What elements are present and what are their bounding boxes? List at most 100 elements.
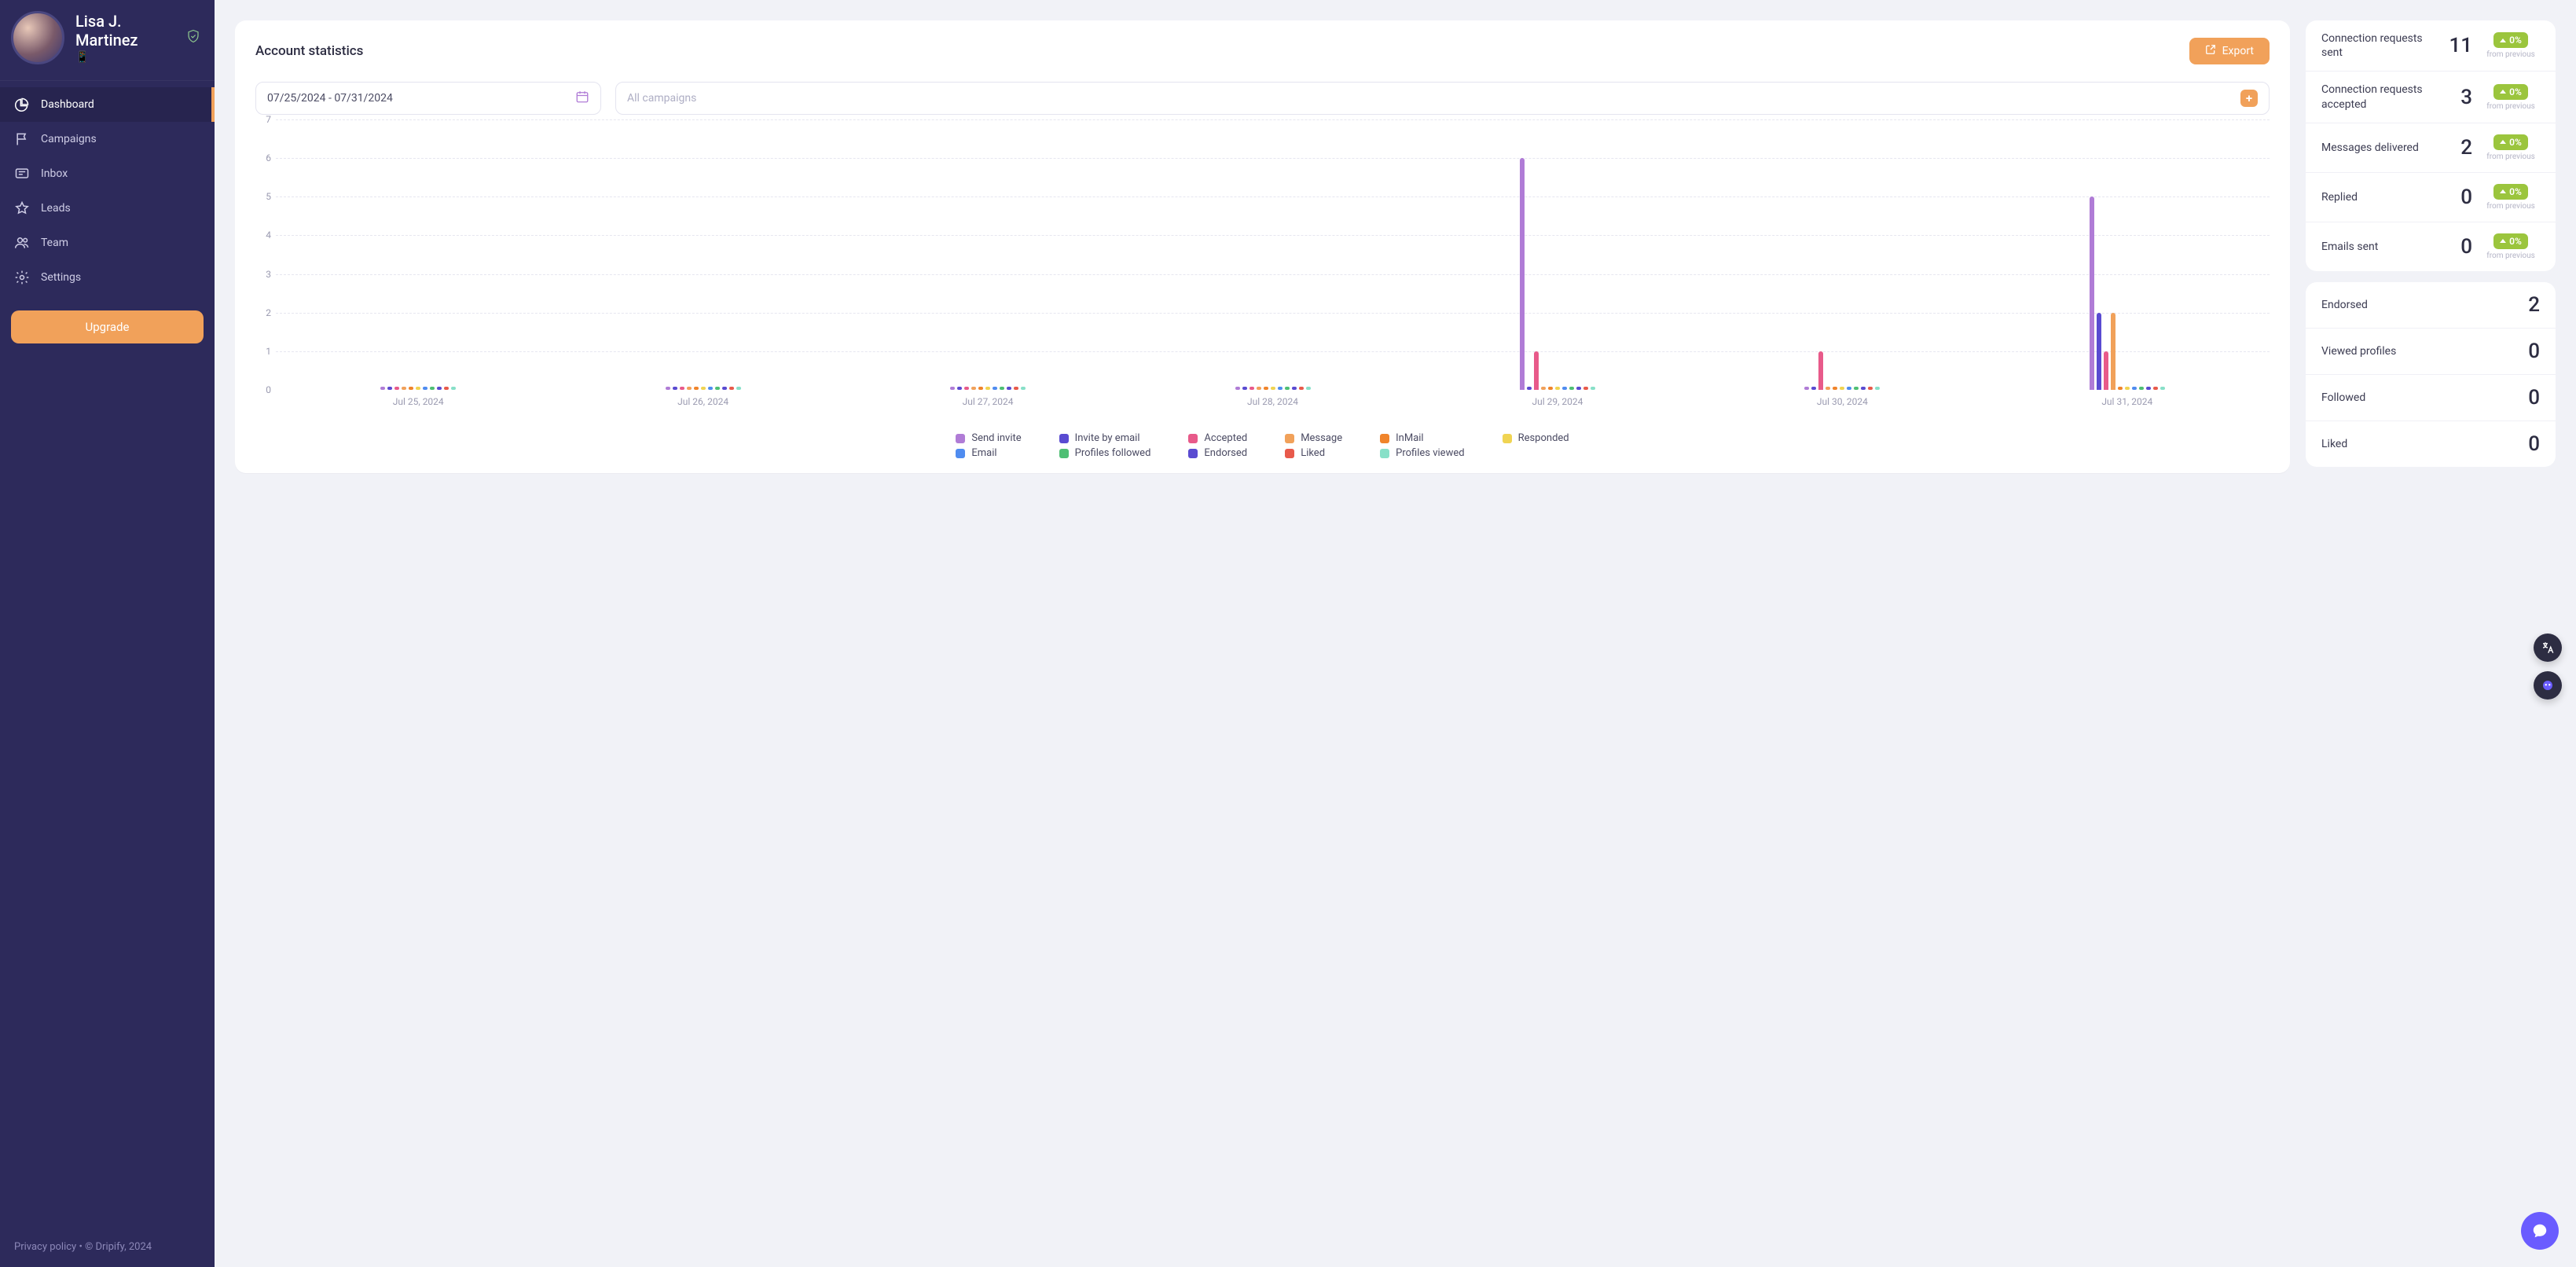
sidebar-item-team[interactable]: Team: [0, 226, 215, 260]
legend-swatch: [1188, 449, 1198, 458]
stat-row: Messages delivered20%from previous: [2306, 123, 2556, 173]
legend-swatch: [1285, 449, 1294, 458]
export-icon: [2205, 44, 2216, 58]
stat-value: 2: [2518, 293, 2540, 317]
sidebar-item-campaigns[interactable]: Campaigns: [0, 122, 215, 156]
add-campaign-icon[interactable]: +: [2240, 90, 2258, 107]
bar-stub: [701, 387, 706, 390]
bar-stub: [2125, 387, 2130, 390]
bar-stub: [1299, 387, 1304, 390]
legend-label: Liked: [1301, 447, 1325, 459]
legend-item-email[interactable]: Email: [956, 447, 1021, 459]
up-arrow-icon: [2500, 140, 2506, 144]
chart-area: 01234567 Jul 25, 2024Jul 26, 2024Jul 27,…: [255, 119, 2270, 418]
bar-invite_by_email: [2097, 313, 2101, 390]
legend-item-liked[interactable]: Liked: [1285, 447, 1342, 459]
bar-stub: [708, 387, 713, 390]
date-range-picker[interactable]: 07/25/2024 - 07/31/2024: [255, 82, 601, 115]
bar-stub: [2139, 387, 2144, 390]
bar-stub: [451, 387, 456, 390]
stat-label: Viewed profiles: [2321, 344, 2508, 358]
message-icon: [14, 166, 30, 182]
up-arrow-icon: [2500, 39, 2506, 42]
y-tick-label: 0: [266, 384, 271, 395]
sidebar-item-inbox[interactable]: Inbox: [0, 156, 215, 191]
sidebar-item-dashboard[interactable]: Dashboard: [0, 87, 215, 122]
sidebar-item-settings[interactable]: Settings: [0, 260, 215, 295]
chart-legend: Send invite Invite by email Accepted Messag…: [255, 432, 2270, 459]
bar-stub: [978, 387, 983, 390]
x-tick-label: Jul 31, 2024: [2101, 396, 2152, 407]
bar-stub: [1826, 387, 1830, 390]
chat-fab[interactable]: [2521, 1212, 2559, 1250]
y-tick-label: 4: [266, 230, 271, 241]
legend-label: Send invite: [971, 432, 1021, 444]
sidebar-item-leads[interactable]: Leads: [0, 191, 215, 226]
bot-fab[interactable]: [2534, 671, 2562, 700]
stat-value: 3: [2450, 86, 2472, 109]
bar-stub: [715, 387, 720, 390]
stat-delta-pill: 0%: [2493, 233, 2528, 249]
legend-item-endorsed[interactable]: Endorsed: [1188, 447, 1247, 459]
shield-icon: [186, 29, 200, 46]
stat-value: 0: [2518, 340, 2540, 363]
stat-label: Connection requests accepted: [2321, 83, 2441, 111]
legend-swatch: [956, 434, 965, 443]
sidebar-footer: Privacy policy • © Dripify, 2024: [0, 1227, 215, 1267]
bar-stub: [1854, 387, 1859, 390]
bar-stub: [394, 387, 399, 390]
export-button[interactable]: Export: [2189, 38, 2270, 64]
legend-item-message[interactable]: Message: [1285, 432, 1342, 444]
avatar[interactable]: [11, 11, 64, 64]
up-arrow-icon: [2500, 189, 2506, 193]
stat-prev-text: from previous: [2482, 152, 2540, 161]
bar-stub: [2132, 387, 2137, 390]
stat-delta-pill: 0%: [2493, 184, 2528, 200]
sidebar-nav: DashboardCampaignsInboxLeadsTeamSettings: [0, 87, 215, 295]
bar-stub: [736, 387, 741, 390]
upgrade-button[interactable]: Upgrade: [11, 310, 204, 343]
legend-item-send_invite[interactable]: Send invite: [956, 432, 1021, 444]
bar-stub: [993, 387, 997, 390]
legend-item-invite_by_email[interactable]: Invite by email: [1059, 432, 1151, 444]
chart-title: Account statistics: [255, 43, 363, 59]
bar-stub: [1555, 387, 1560, 390]
privacy-link[interactable]: Privacy policy: [14, 1241, 76, 1253]
bar-stub: [1548, 387, 1553, 390]
main: Account statistics Export 07/25/2024 - 0…: [215, 0, 2576, 1267]
bar-stub: [2153, 387, 2158, 390]
bar-stub: [430, 387, 435, 390]
legend-item-inmail[interactable]: InMail: [1380, 432, 1464, 444]
stat-row: Replied00%from previous: [2306, 173, 2556, 222]
bar-stub: [1833, 387, 1837, 390]
stat-value: 0: [2450, 185, 2472, 209]
legend-swatch: [1285, 434, 1294, 443]
bar-message: [2111, 313, 2115, 390]
legend-item-accepted[interactable]: Accepted: [1188, 432, 1247, 444]
legend-item-profiles_followed[interactable]: Profiles followed: [1059, 447, 1151, 459]
bar-stub: [964, 387, 969, 390]
legend-swatch: [1059, 434, 1069, 443]
bar-stub: [2118, 387, 2123, 390]
legend-label: InMail: [1396, 432, 1423, 444]
bar-stub: [950, 387, 955, 390]
legend-label: Message: [1301, 432, 1342, 444]
legend-swatch: [956, 449, 965, 458]
stat-row: Endorsed2: [2306, 282, 2556, 329]
stats-secondary: Endorsed2Viewed profiles0Followed0Liked0: [2306, 282, 2556, 467]
stat-row: Liked0: [2306, 421, 2556, 467]
legend-item-profiles_viewed[interactable]: Profiles viewed: [1380, 447, 1464, 459]
bar-stub: [1811, 387, 1816, 390]
translate-fab[interactable]: [2534, 634, 2562, 662]
legend-swatch: [1188, 434, 1198, 443]
legend-swatch: [1059, 449, 1069, 458]
stat-row: Emails sent00%from previous: [2306, 222, 2556, 271]
x-tick-label: Jul 27, 2024: [963, 396, 1014, 407]
campaign-placeholder: All campaigns: [627, 92, 696, 105]
bar-stub: [1000, 387, 1004, 390]
campaign-filter[interactable]: All campaigns +: [615, 82, 2270, 115]
legend-label: Email: [971, 447, 996, 459]
legend-item-responded[interactable]: Responded: [1503, 432, 1569, 444]
stats-primary: Connection requests sent110%from previou…: [2306, 20, 2556, 271]
stat-delta-pill: 0%: [2493, 134, 2528, 150]
